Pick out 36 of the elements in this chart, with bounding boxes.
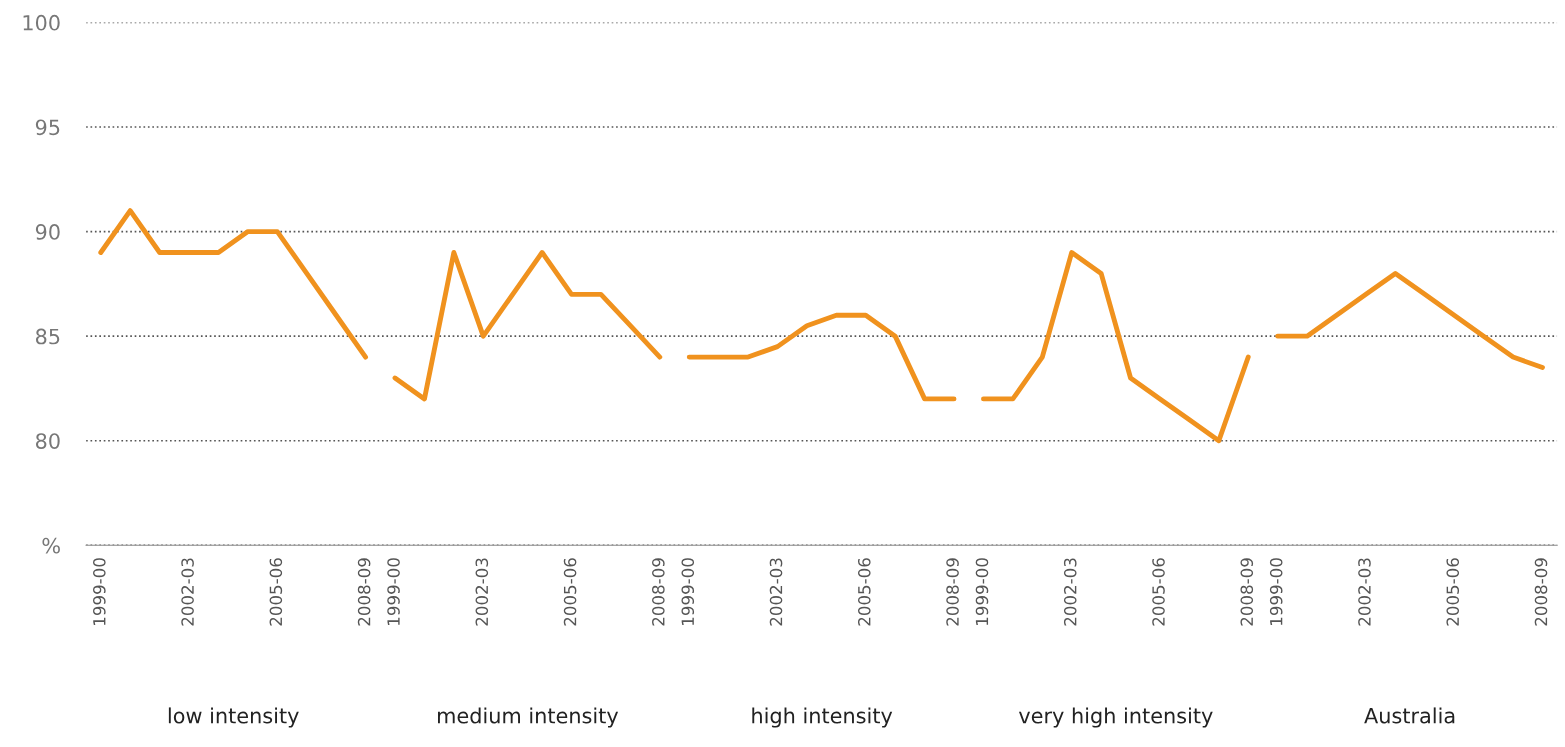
- x-tick-label: 2005-06: [1446, 558, 1460, 626]
- x-tick-label: 2002-03: [475, 558, 489, 626]
- y-tick-label: 90: [35, 224, 60, 240]
- x-tick-label: 2005-06: [857, 558, 871, 626]
- x-tick-label: 2005-06: [1152, 558, 1165, 626]
- x-tick-label: 1999-00: [681, 558, 695, 625]
- x-tick-label: 2002-03: [1358, 558, 1371, 626]
- x-tick-label: 1999-00: [1269, 558, 1283, 625]
- text: Australia: [1364, 707, 1455, 724]
- line-series: [686, 312, 957, 402]
- text: very high intensity: [1018, 707, 1213, 728]
- x-tick-label: 2008-09: [946, 558, 959, 626]
- x-tick-label: 2008-09: [652, 558, 665, 626]
- x-tick-label: 2008-09: [357, 558, 371, 626]
- line-series: [98, 208, 369, 360]
- y-tick-label: 80: [35, 433, 60, 449]
- line-series: [1275, 270, 1545, 370]
- x-tick-label: 2002-03: [769, 558, 783, 626]
- x-tick-label: 2008-09: [1240, 558, 1254, 626]
- y-tick-label: 85: [35, 328, 60, 345]
- line-series: [392, 250, 663, 402]
- text: high intensity: [752, 707, 893, 728]
- x-tick-label: 1999-00: [975, 558, 989, 625]
- x-tick-label: 1999-00: [387, 558, 400, 625]
- x-tick-label: 2005-06: [269, 558, 283, 626]
- x-tick-label: 2002-03: [181, 558, 194, 626]
- x-tick-label: 2005-06: [563, 558, 577, 626]
- x-tick-label: 2002-03: [1063, 558, 1077, 626]
- y-tick-label: 100: [23, 14, 60, 31]
- line-series: [981, 250, 1251, 444]
- x-tick-label: 2008-09: [1534, 558, 1548, 626]
- y-tick-label: %: [42, 537, 60, 554]
- text: low intensity: [168, 707, 299, 728]
- text: medium intensity: [438, 707, 619, 728]
- y-tick-label: 95: [35, 119, 60, 136]
- x-tick-label: 1999-00: [93, 558, 106, 625]
